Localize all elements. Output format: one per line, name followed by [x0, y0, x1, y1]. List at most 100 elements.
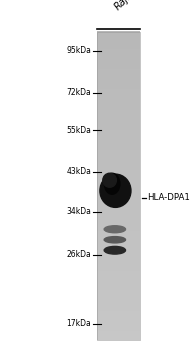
Bar: [97, 131, 140, 132]
Bar: [97, 116, 140, 117]
Bar: [97, 66, 140, 68]
Bar: [97, 64, 140, 65]
Bar: [97, 212, 140, 213]
Bar: [97, 167, 140, 168]
Bar: [97, 321, 140, 322]
Bar: [97, 260, 140, 261]
Bar: [97, 87, 140, 88]
Bar: [97, 253, 140, 254]
Bar: [97, 286, 140, 287]
Bar: [97, 247, 140, 248]
Bar: [97, 183, 140, 184]
Bar: [97, 190, 140, 191]
Bar: [97, 246, 140, 247]
Bar: [97, 336, 140, 337]
Bar: [97, 119, 140, 120]
Bar: [97, 32, 140, 33]
Bar: [97, 136, 140, 137]
Bar: [97, 213, 140, 214]
Bar: [97, 229, 140, 230]
Bar: [97, 101, 140, 102]
Bar: [97, 295, 140, 296]
Bar: [97, 244, 140, 245]
Bar: [97, 188, 140, 189]
Bar: [97, 153, 140, 154]
Bar: [97, 324, 140, 325]
Bar: [97, 169, 140, 170]
Bar: [97, 249, 140, 250]
Bar: [97, 256, 140, 257]
Bar: [97, 177, 140, 178]
Bar: [97, 251, 140, 252]
Bar: [97, 274, 140, 275]
Bar: [97, 58, 140, 59]
Bar: [97, 137, 140, 138]
Bar: [97, 313, 140, 314]
Bar: [97, 158, 140, 159]
Bar: [97, 237, 140, 238]
Bar: [97, 230, 140, 231]
Bar: [97, 65, 140, 66]
Bar: [97, 92, 140, 93]
Bar: [97, 130, 140, 131]
Bar: [97, 84, 140, 85]
Bar: [97, 48, 140, 49]
Bar: [97, 261, 140, 262]
Text: 34kDa: 34kDa: [66, 207, 91, 216]
Bar: [97, 290, 140, 291]
Bar: [97, 150, 140, 152]
Bar: [97, 292, 140, 293]
Bar: [97, 162, 140, 163]
Bar: [97, 111, 140, 112]
Bar: [97, 266, 140, 267]
Bar: [97, 238, 140, 239]
Bar: [97, 306, 140, 307]
Bar: [97, 193, 140, 194]
Bar: [97, 122, 140, 123]
Bar: [97, 300, 140, 301]
Bar: [97, 81, 140, 82]
Bar: [97, 59, 140, 60]
Bar: [97, 100, 140, 101]
Bar: [97, 304, 140, 306]
Bar: [97, 89, 140, 90]
Bar: [97, 315, 140, 316]
Bar: [97, 258, 140, 259]
Ellipse shape: [104, 237, 126, 243]
Bar: [97, 82, 140, 83]
Bar: [97, 287, 140, 288]
Bar: [97, 184, 140, 186]
Bar: [97, 199, 140, 200]
Bar: [97, 55, 140, 56]
Bar: [97, 245, 140, 246]
Bar: [97, 170, 140, 171]
Bar: [97, 326, 140, 327]
Bar: [97, 159, 140, 160]
Bar: [97, 77, 140, 78]
Bar: [97, 157, 140, 158]
Bar: [97, 52, 140, 53]
Bar: [97, 288, 140, 289]
Bar: [97, 268, 140, 269]
Bar: [97, 279, 140, 280]
Bar: [97, 74, 140, 75]
Bar: [97, 76, 140, 77]
Bar: [97, 216, 140, 217]
Ellipse shape: [104, 246, 126, 254]
Bar: [97, 54, 140, 55]
Bar: [97, 231, 140, 232]
Bar: [97, 43, 140, 44]
Text: 55kDa: 55kDa: [66, 126, 91, 135]
Text: Raji: Raji: [112, 0, 132, 12]
Bar: [97, 243, 140, 244]
Bar: [97, 132, 140, 133]
Bar: [97, 163, 140, 164]
Bar: [97, 181, 140, 182]
Bar: [97, 203, 140, 204]
Bar: [97, 91, 140, 92]
Bar: [97, 317, 140, 318]
Bar: [97, 338, 140, 340]
Bar: [97, 154, 140, 155]
Bar: [97, 234, 140, 235]
Bar: [97, 207, 140, 208]
